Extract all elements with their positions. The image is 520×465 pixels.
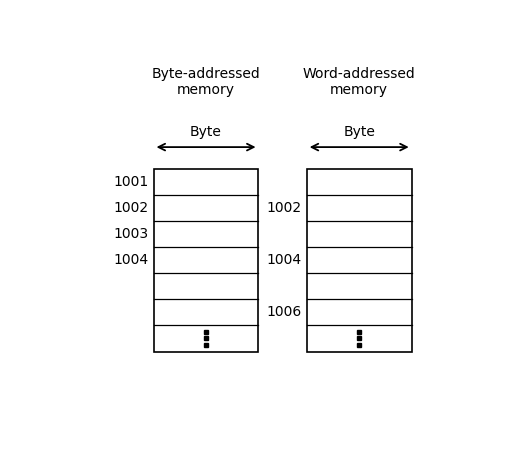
Text: 1006: 1006 xyxy=(267,306,302,319)
Text: Byte-addressed
memory: Byte-addressed memory xyxy=(152,66,261,97)
Text: 1001: 1001 xyxy=(113,175,149,189)
Bar xyxy=(154,169,258,352)
Text: Word-addressed
memory: Word-addressed memory xyxy=(303,66,415,97)
Text: 1004: 1004 xyxy=(267,253,302,267)
Text: 1002: 1002 xyxy=(114,201,149,215)
Text: 1003: 1003 xyxy=(114,227,149,241)
Text: Byte: Byte xyxy=(190,125,222,139)
Text: Byte: Byte xyxy=(343,125,375,139)
Text: 1004: 1004 xyxy=(114,253,149,267)
Bar xyxy=(307,169,411,352)
Text: 1002: 1002 xyxy=(267,201,302,215)
